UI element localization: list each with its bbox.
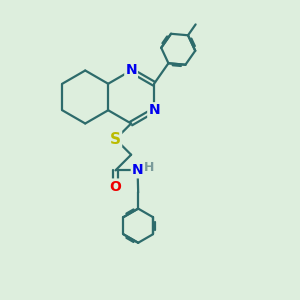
Text: O: O [110,179,122,194]
Text: N: N [132,163,143,177]
Text: N: N [125,64,137,77]
Text: N: N [148,103,160,117]
Text: S: S [110,132,121,147]
Text: H: H [144,161,154,174]
